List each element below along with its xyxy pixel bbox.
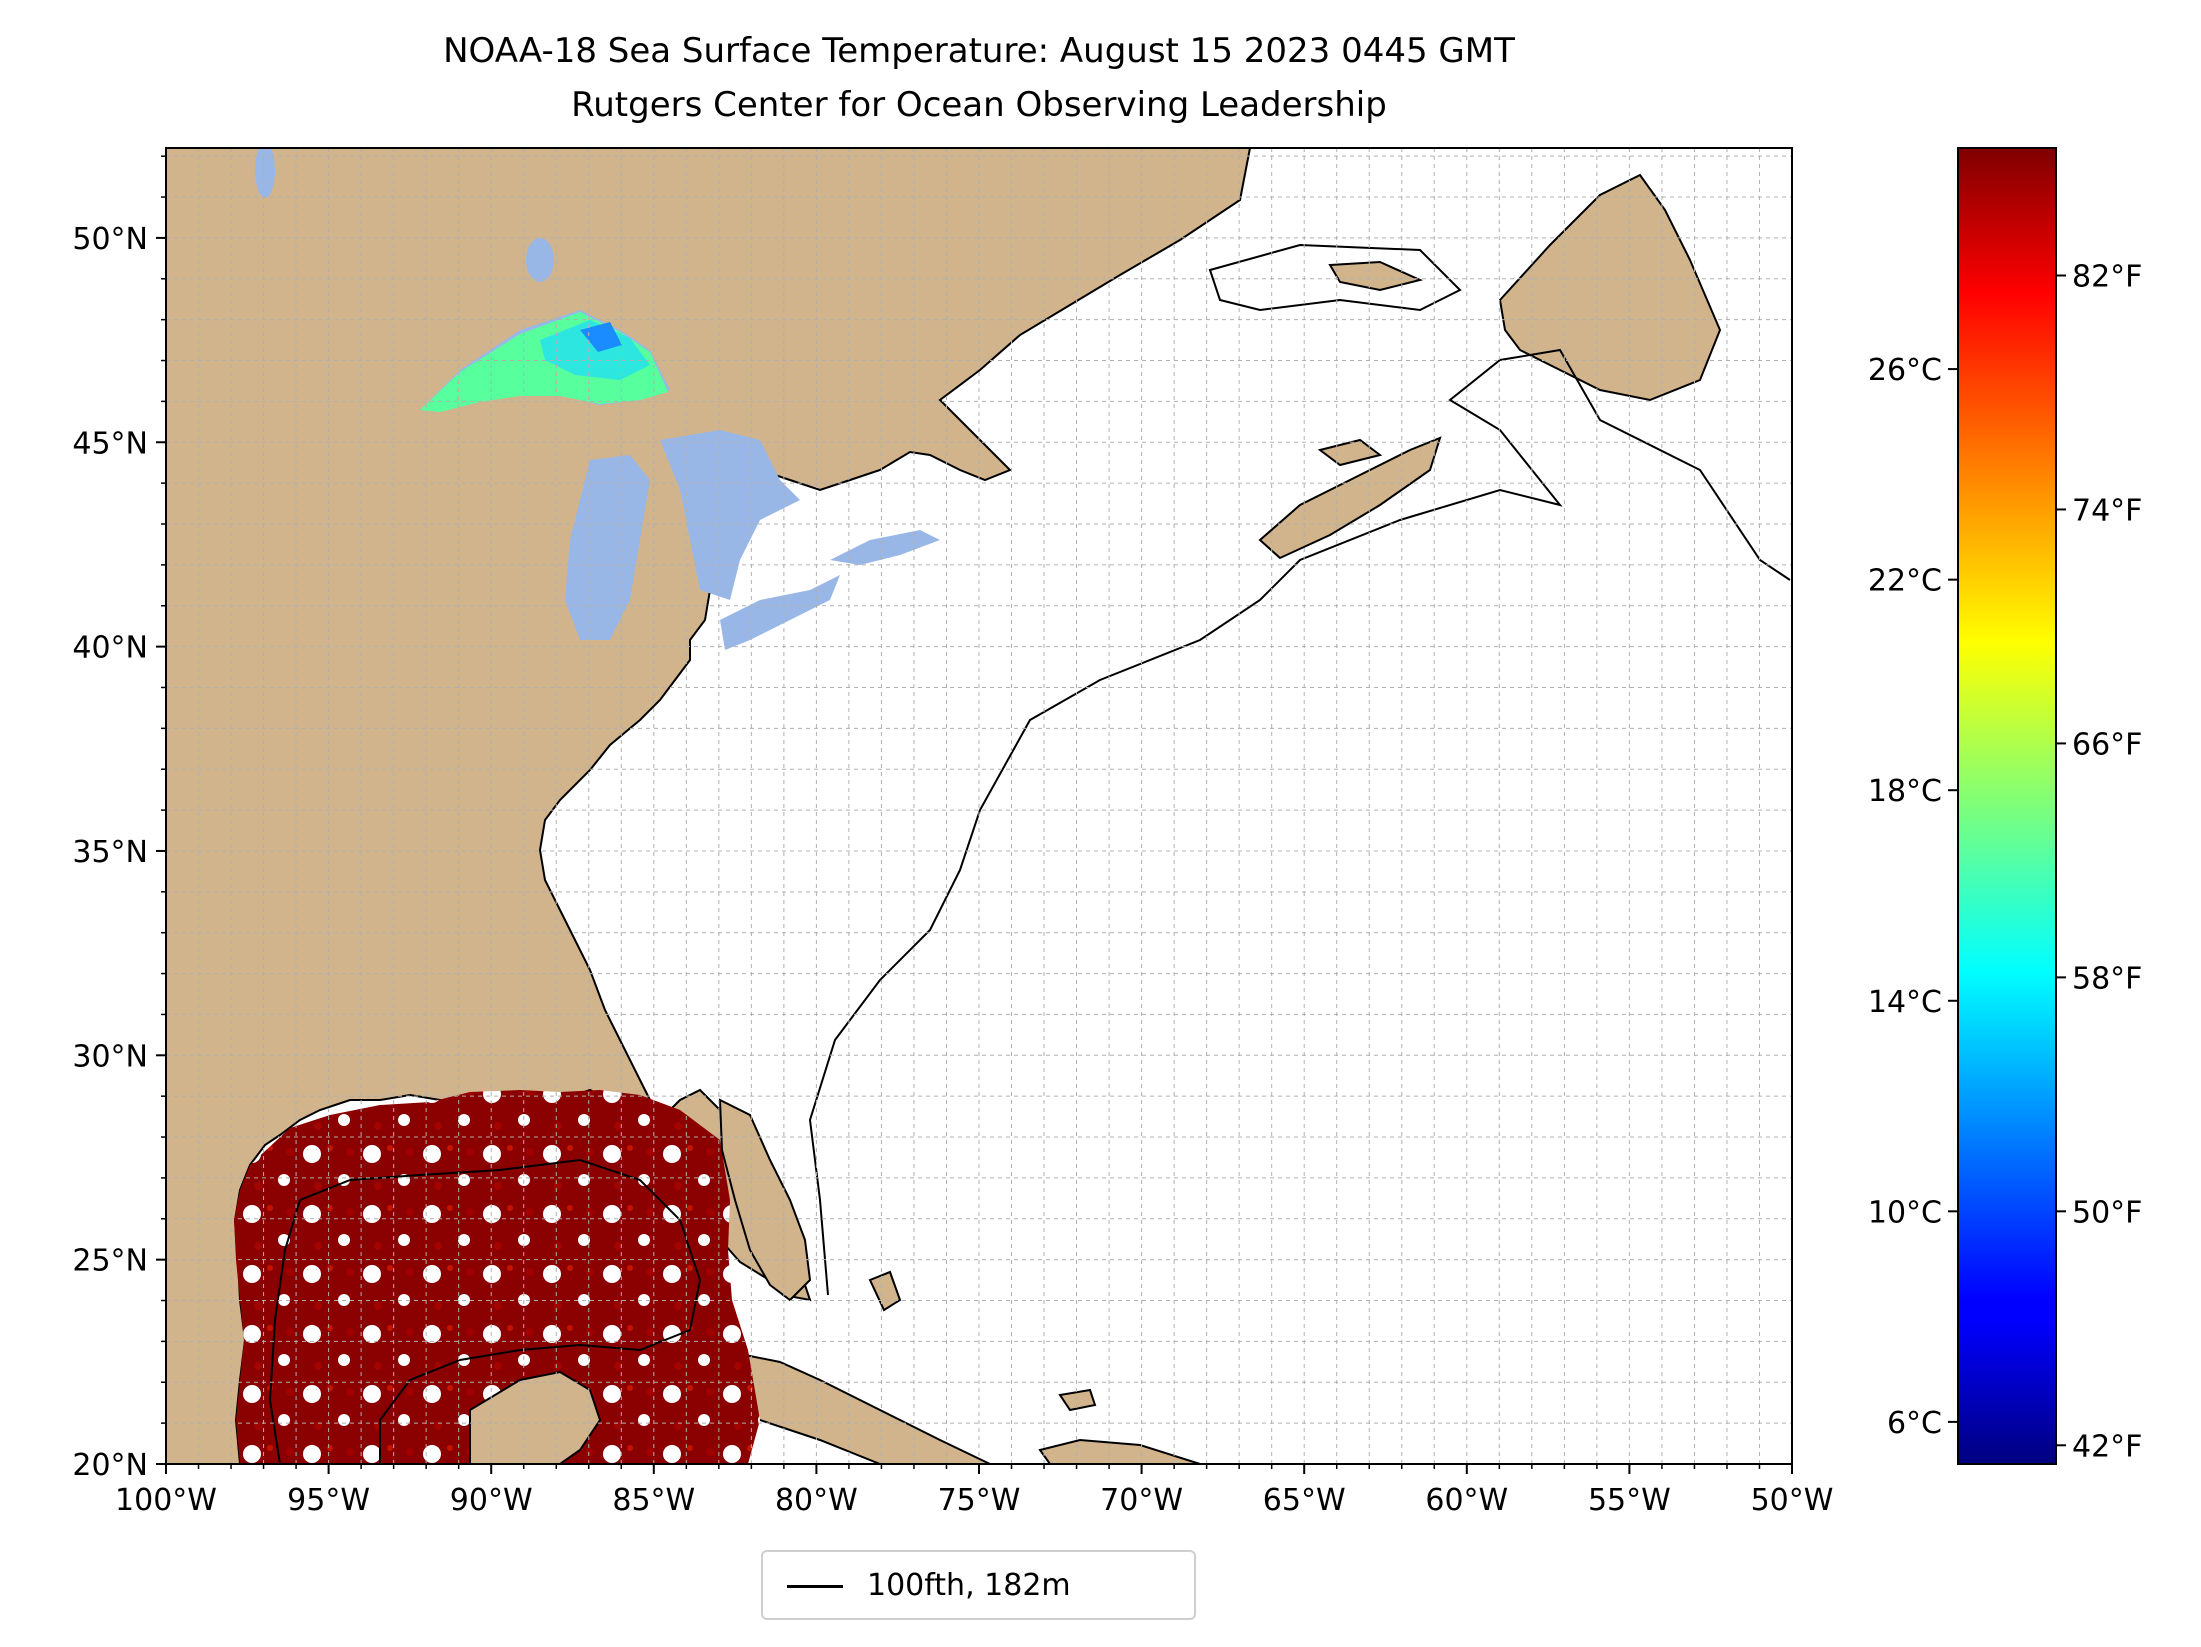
- colorbar-f-label: 50°F: [2072, 1195, 2142, 1230]
- land-pei: [1317, 438, 1383, 467]
- lat-tick-label: 25°N: [72, 1244, 148, 1279]
- lon-tick-label: 85°W: [612, 1483, 695, 1518]
- colorbar-f-label: 66°F: [2072, 727, 2142, 762]
- lon-tick-label: 95°W: [287, 1483, 370, 1518]
- colorbar-c-label: 6°C: [1887, 1406, 1942, 1441]
- isobath-gulf-west: [268, 1199, 301, 1464]
- lake-ontario: [830, 530, 940, 565]
- lat-tick-label: 40°N: [72, 631, 148, 666]
- land-bahamas-2: [1058, 1388, 1097, 1412]
- lake-superior-sst-cold: [580, 322, 622, 352]
- graticule: [166, 148, 1792, 1464]
- colorbar-f-label: 58°F: [2072, 961, 2142, 996]
- colorbar-f-label: 82°F: [2072, 260, 2142, 295]
- longitude-axis: 100°W 95°W 90°W 85°W 80°W 75°W 70°W 65°W 60°W 55°…: [115, 1464, 1833, 1518]
- lon-tick-label: 60°W: [1425, 1483, 1508, 1518]
- colorbar-c-label: 22°C: [1868, 564, 1942, 599]
- land-nova-scotia: [1258, 436, 1442, 560]
- lake-michigan: [565, 455, 650, 640]
- lat-tick-label: 50°N: [72, 222, 148, 257]
- land-hispaniola: [1038, 1438, 1201, 1464]
- lake-huron: [660, 430, 800, 600]
- map-title: NOAA-18 Sea Surface Temperature: August …: [443, 31, 1515, 71]
- colorbar-f-label: 42°F: [2072, 1429, 2142, 1464]
- isobath-gulf: [299, 1158, 702, 1464]
- lat-tick-label: 45°N: [72, 426, 148, 461]
- lon-tick-label: 80°W: [775, 1483, 858, 1518]
- lake-winnipeg: [255, 148, 275, 198]
- colorbar: [1957, 147, 2057, 1465]
- colorbar-ticks: 6°C 10°C 14°C 18°C 22°C 26°C 42°F 50°F 58°F 66°F 7…: [1868, 260, 2143, 1465]
- isobath-east-coast: [808, 348, 1791, 1296]
- colorbar-c-label: 18°C: [1868, 774, 1942, 809]
- lon-tick-label: 55°W: [1588, 1483, 1671, 1518]
- lat-tick-label: 20°N: [72, 1448, 148, 1483]
- land-bahamas-1: [868, 1270, 902, 1312]
- gulf-sst: [234, 1090, 760, 1464]
- lake-nipigon: [526, 238, 554, 282]
- legend: 100fth, 182m: [761, 1550, 1196, 1620]
- gulf-sst-layer: [234, 1090, 812, 1464]
- lake-superior-sst-core: [540, 320, 650, 380]
- colorbar-c-label: 10°C: [1868, 1195, 1942, 1230]
- isobath-gulf-of-stlawrence: [1208, 243, 1462, 312]
- isobath-100fth: [268, 243, 1791, 1464]
- legend-line-swatch: [787, 1585, 843, 1588]
- lon-tick-label: 65°W: [1263, 1483, 1346, 1518]
- colorbar-c-label: 14°C: [1868, 985, 1942, 1020]
- florida-peninsula: [718, 1098, 812, 1302]
- map-subtitle: Rutgers Center for Ocean Observing Leade…: [571, 85, 1387, 125]
- lon-tick-label: 90°W: [450, 1483, 533, 1518]
- colorbar-f-label: 74°F: [2072, 493, 2142, 528]
- lat-tick-label: 35°N: [72, 835, 148, 870]
- land-anticosti: [1328, 260, 1424, 292]
- legend-label: 100fth, 182m: [867, 1568, 1071, 1603]
- lat-tick-label: 30°N: [72, 1039, 148, 1074]
- colorbar-c-label: 26°C: [1868, 353, 1942, 388]
- lon-tick-label: 70°W: [1100, 1483, 1183, 1518]
- lon-tick-label: 100°W: [115, 1483, 217, 1518]
- land-newfoundland: [1498, 173, 1722, 402]
- lon-tick-label: 75°W: [938, 1483, 1021, 1518]
- lon-tick-label: 50°W: [1751, 1483, 1834, 1518]
- latitude-axis: 20°N 25°N 30°N 35°N 40°N 45°N 50°N: [72, 155, 166, 1483]
- lake-erie: [720, 575, 840, 650]
- yucatan: [469, 1370, 602, 1464]
